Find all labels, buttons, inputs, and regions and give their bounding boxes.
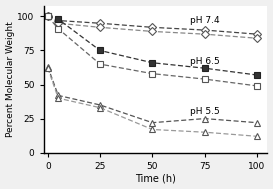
X-axis label: Time (h): Time (h) [135,174,176,184]
Text: pH 6.5: pH 6.5 [190,57,220,66]
Text: pH 7.4: pH 7.4 [190,16,220,25]
Y-axis label: Percent Molecular Weight: Percent Molecular Weight [5,21,14,137]
Text: pH 5.5: pH 5.5 [190,107,220,116]
